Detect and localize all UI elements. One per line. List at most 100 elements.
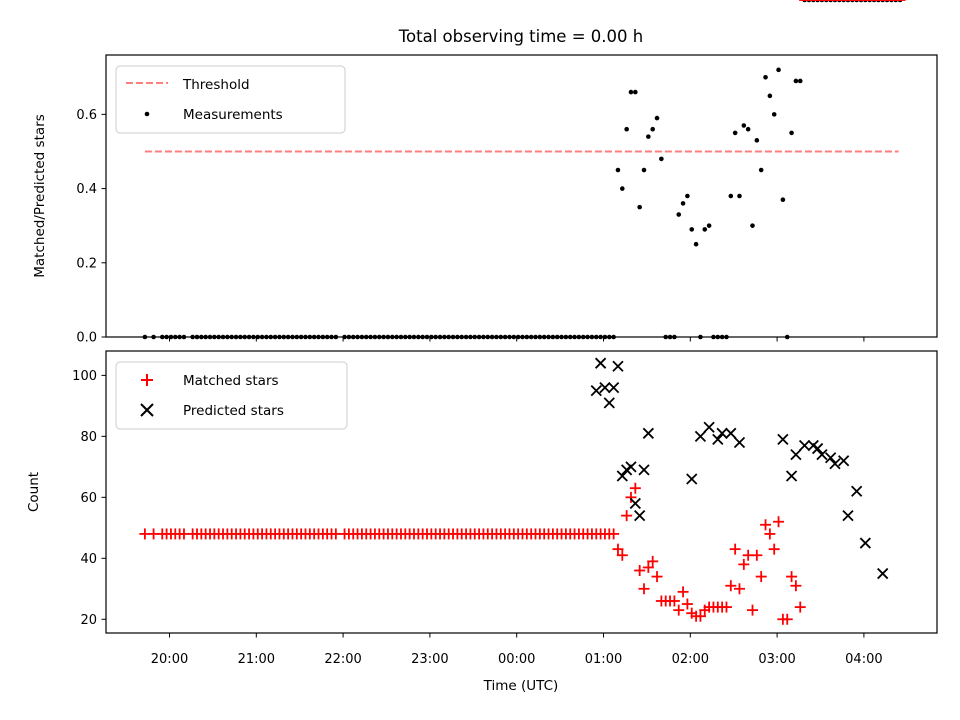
- predicted-star-point: [716, 427, 728, 439]
- matched-star-point: [773, 516, 785, 528]
- top-plot-frame: [105, 54, 938, 338]
- matched-star-point: [747, 604, 759, 616]
- matched-star-point: [694, 610, 706, 622]
- x-tick-label: 21:00: [238, 652, 275, 667]
- bottom-y-tick-label: 80: [80, 430, 97, 445]
- measurement-point: [741, 123, 747, 128]
- bottom-plot-marks: [139, 0, 906, 625]
- measurement-point: [641, 167, 647, 173]
- measurement-point: [676, 212, 682, 217]
- predicted-star-point: [638, 464, 650, 476]
- matched-star-point: [647, 555, 659, 567]
- bottom-y-axis: 20 40 60 80 100: [72, 369, 106, 628]
- x-tick-label: 03:00: [758, 652, 795, 667]
- matched-star-point: [786, 571, 798, 583]
- top-x-axis-ticks: [169, 337, 865, 342]
- bottom-y-tick-label: 60: [80, 491, 97, 506]
- measurement-point: [633, 89, 638, 95]
- measurement-point: [758, 167, 764, 173]
- bottom-panel: 20 40 60 80 100 20:00 21:00 22:00 23:00 00:00 01:…: [26, 0, 938, 694]
- measurement-point: [776, 67, 781, 73]
- measurement-point: [797, 78, 803, 84]
- measurement-point: [793, 78, 799, 84]
- x-tick-label: 01:00: [585, 652, 622, 667]
- measurement-point: [689, 227, 695, 232]
- bottom-x-axis: 20:00 21:00 22:00 23:00 00:00 01:00 02:00 03:00…: [151, 633, 883, 667]
- matched-star-point: [794, 601, 806, 613]
- top-y-axis-label: Matched/Predicted stars: [32, 114, 48, 277]
- legend-measurements-label: Measurements: [183, 107, 283, 123]
- matched-star-point: [612, 543, 624, 555]
- measurement-point: [789, 130, 794, 136]
- bottom-legend: Matched stars Predicted stars: [115, 361, 348, 430]
- predicted-star-point: [616, 470, 628, 482]
- bottom-y-axis-label: Count: [26, 472, 42, 512]
- bottom-y-tick-label: 40: [80, 552, 97, 567]
- matched-star-point: [729, 543, 741, 555]
- top-legend: Threshold Measurements: [115, 65, 346, 134]
- predicted-star-point: [686, 473, 698, 485]
- matched-star-point: [725, 580, 737, 592]
- measurement-point: [763, 74, 768, 80]
- matched-star-point: [751, 549, 763, 561]
- matched-star-point: [733, 583, 745, 595]
- predicted-star-point: [859, 537, 871, 549]
- matched-star-point: [642, 561, 654, 573]
- measurement-point: [620, 186, 625, 191]
- measurement-point: [693, 241, 699, 247]
- matched-star-point: [638, 583, 650, 595]
- measurement-point: [659, 156, 664, 162]
- measurement-point: [750, 223, 755, 228]
- measurement-point: [745, 126, 751, 132]
- matched-star-point: [673, 604, 685, 616]
- predicted-star-point: [777, 433, 789, 446]
- matched-star-point: [738, 558, 750, 570]
- matched-star-point: [790, 580, 802, 592]
- predicted-star-point: [811, 442, 824, 455]
- legend-matched-swatch: [141, 374, 153, 386]
- matched-star-point: [781, 613, 793, 625]
- predicted-star-point: [625, 461, 637, 473]
- predicted-star-point: [816, 449, 828, 461]
- predicted-star-point: [733, 436, 746, 449]
- matched-star-point: [651, 571, 663, 583]
- top-y-tick-label: 0.6: [76, 108, 97, 123]
- predicted-star-point: [824, 452, 837, 464]
- x-tick-label: 02:00: [672, 652, 709, 667]
- measurement-point: [732, 130, 738, 136]
- predicted-star-point: [629, 497, 641, 510]
- measurement-point: [637, 204, 642, 210]
- top-y-tick-label: 0.4: [76, 182, 97, 197]
- matched-star-point: [677, 586, 689, 598]
- predicted-star-point: [829, 458, 841, 470]
- predicted-star-point: [599, 381, 611, 394]
- x-axis-label: Time (UTC): [483, 678, 559, 694]
- matched-star-point: [629, 482, 641, 494]
- predicted-star-point: [612, 360, 624, 372]
- predicted-star-point: [785, 470, 798, 482]
- measurement-point: [654, 115, 660, 121]
- matched-star-point: [681, 598, 693, 610]
- matched-star-point: [764, 528, 776, 540]
- measurement-point: [767, 93, 773, 99]
- measurement-point: [754, 138, 760, 143]
- measurement-point: [685, 193, 690, 199]
- x-tick-label: 20:00: [151, 652, 188, 667]
- legend-predicted-label: Predicted stars: [183, 403, 284, 419]
- measurement-point: [646, 134, 651, 139]
- top-legend-frame: [115, 65, 346, 134]
- top-y-tick-label: 0.2: [76, 256, 97, 271]
- measurement-point: [702, 227, 708, 232]
- predicted-star-point: [594, 357, 607, 369]
- predicted-star-point: [798, 439, 811, 452]
- top-plot-marks: [142, 0, 903, 340]
- x-tick-label: 00:00: [498, 652, 535, 667]
- matched-star-point: [608, 528, 620, 540]
- predicted-star-point: [634, 509, 646, 522]
- top-y-axis: 0.0 0.2 0.4 0.6: [76, 108, 106, 346]
- measurement-point: [628, 89, 634, 95]
- measurement-point: [771, 112, 777, 117]
- predicted-star-point: [590, 384, 602, 397]
- measurement-point: [706, 223, 712, 228]
- predicted-star-point: [851, 485, 863, 497]
